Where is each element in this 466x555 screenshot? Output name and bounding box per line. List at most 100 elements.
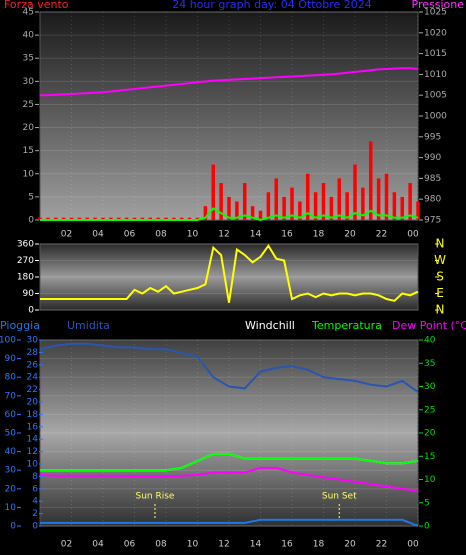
series-line — [40, 67, 419, 97]
tick-label: 4 — [32, 497, 38, 507]
tick-label: S — [436, 270, 444, 284]
x-tick-label: 14 — [250, 230, 262, 240]
tick-label: 14 — [27, 435, 39, 445]
tick-label: E — [436, 286, 444, 300]
tick-label: 90 — [23, 289, 35, 299]
tick-label: 28 — [27, 348, 39, 358]
tick-label: 2 — [32, 509, 38, 519]
tick-label: 975 — [424, 216, 441, 226]
tick-label: 20 — [23, 123, 35, 133]
y2-axis-label: Pressione — [412, 0, 465, 11]
x-tick-label: 04 — [92, 230, 104, 240]
tick-label: 25 — [23, 100, 34, 110]
series-line — [40, 243, 419, 303]
tick-label: 30 — [27, 336, 39, 346]
legend-entry: Windchill — [245, 319, 295, 332]
tick-label: 35 — [23, 54, 34, 64]
tick-label: 8 — [32, 472, 38, 482]
tick-label: 24 — [27, 373, 39, 383]
tick-label: 20 — [424, 429, 436, 439]
tick-label: 40 — [5, 447, 17, 457]
tick-label: 30 — [424, 382, 436, 392]
tick-label: 1025 — [424, 8, 447, 18]
x-tick-label: 06 — [124, 540, 136, 550]
tick-label: 990 — [424, 153, 441, 163]
x-tick-label: 04 — [92, 540, 104, 550]
tick-label: 995 — [424, 132, 441, 142]
series-line — [40, 518, 419, 527]
tick-label: 180 — [17, 273, 34, 283]
tick-label: 26 — [27, 360, 39, 370]
tick-label: 16 — [27, 422, 39, 432]
series-line — [39, 466, 419, 493]
annotation: Sun Rise — [135, 492, 174, 502]
tick-label: 60 — [5, 410, 17, 420]
legend-entry: Umidita — [67, 319, 110, 332]
series-line — [40, 452, 419, 472]
tick-label: 10 — [23, 169, 35, 179]
tick-label: 30 — [23, 77, 35, 87]
tick-label: 70 — [5, 391, 17, 401]
tick-label: 20 — [5, 484, 17, 494]
x-tick-label: 18 — [313, 230, 325, 240]
tick-label: 0 — [32, 522, 38, 532]
tick-label: 1015 — [424, 49, 447, 59]
x-tick-label: 12 — [218, 230, 229, 240]
tick-label: 1010 — [424, 70, 447, 80]
tick-label: 50 — [5, 429, 17, 439]
x-tick-label: 18 — [313, 540, 325, 550]
tick-label: W — [434, 253, 446, 267]
x-tick-label: 20 — [344, 230, 356, 240]
legend-entry: Temperatura — [311, 319, 382, 332]
tick-label: 80 — [5, 373, 17, 383]
tick-label: 100 — [0, 336, 16, 346]
annotation: Sun Set — [322, 492, 357, 502]
tick-label: 40 — [424, 336, 436, 346]
tick-label: 45 — [23, 8, 34, 18]
tick-label: 5 — [424, 498, 430, 508]
tick-label: 12 — [27, 447, 38, 457]
tick-label: 10 — [424, 475, 436, 485]
tick-label: 360 — [17, 240, 34, 250]
x-tick-label: 08 — [155, 540, 167, 550]
tick-label: 1005 — [424, 91, 447, 101]
tick-label: 18 — [27, 410, 39, 420]
tick-label: 0 — [28, 216, 34, 226]
x-tick-label: 22 — [376, 540, 387, 550]
series-line — [39, 342, 419, 393]
tick-label: 20 — [27, 398, 39, 408]
tick-label: 25 — [424, 405, 435, 415]
x-tick-label: 02 — [61, 230, 72, 240]
tick-label: 10 — [27, 460, 39, 470]
tick-label: N — [436, 237, 445, 251]
x-tick-label: 16 — [281, 230, 293, 240]
x-tick-label: 10 — [187, 230, 199, 240]
tick-label: 0 — [424, 522, 430, 532]
tick-label: 30 — [5, 466, 17, 476]
x-tick-label: 02 — [61, 540, 72, 550]
y-axis-label: Forza vento — [4, 0, 69, 11]
tick-label: 22 — [27, 385, 38, 395]
tick-label: 270 — [17, 256, 34, 266]
tick-label: 40 — [23, 31, 35, 41]
legend-entry: Pioggia — [0, 319, 40, 332]
x-tick-label: 06 — [124, 230, 136, 240]
series-line — [40, 207, 419, 222]
x-tick-label: 08 — [155, 230, 167, 240]
x-tick-label: 10 — [187, 540, 199, 550]
chart-title: 24 hour graph day: 04 Ottobre 2024 — [172, 0, 372, 11]
tick-label: 90 — [5, 354, 17, 364]
tick-label: 1000 — [424, 112, 447, 122]
tick-label: 15 — [424, 452, 435, 462]
tick-label: 985 — [424, 174, 441, 184]
tick-label: 35 — [424, 359, 435, 369]
tick-label: 0 — [28, 306, 34, 316]
tick-label: 6 — [32, 484, 38, 494]
tick-label: N — [436, 303, 445, 317]
tick-label: 980 — [424, 195, 441, 205]
legend-entry: Dew Point (°C) — [392, 319, 466, 332]
tick-label: 0 — [10, 522, 16, 532]
x-tick-label: 00 — [407, 230, 419, 240]
